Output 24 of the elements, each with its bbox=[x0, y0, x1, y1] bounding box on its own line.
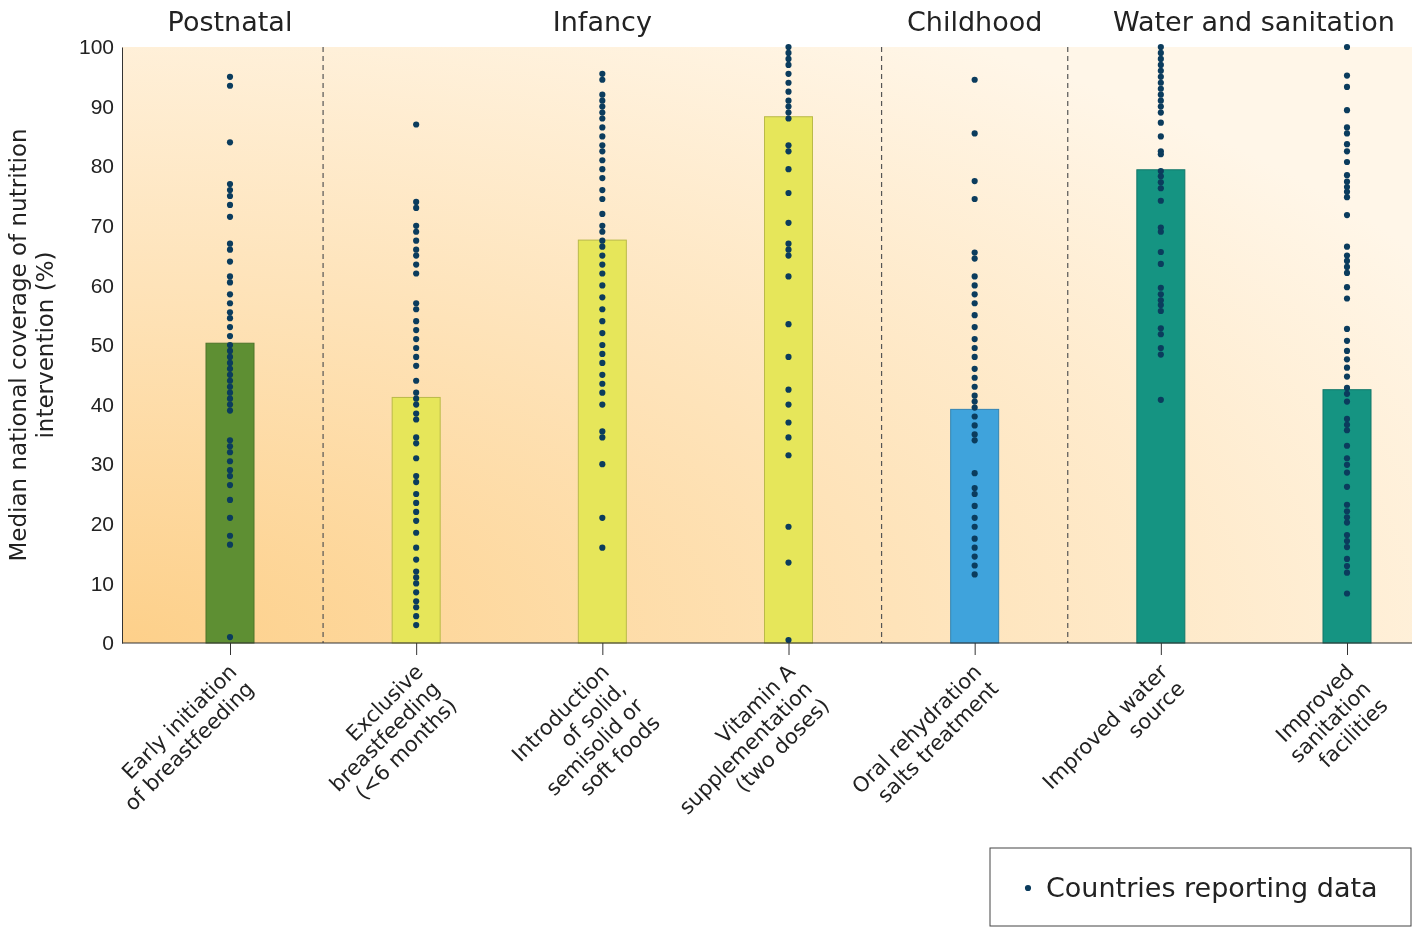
y-tick-label: 10 bbox=[90, 571, 114, 595]
y-tick-label: 30 bbox=[90, 452, 114, 476]
y-tick-label: 80 bbox=[90, 154, 114, 178]
text: Postnatal bbox=[167, 6, 293, 37]
bar bbox=[577, 239, 627, 644]
y-tick-label: 60 bbox=[90, 273, 114, 297]
y-tick-label: 20 bbox=[90, 512, 114, 536]
text: Water and sanitation bbox=[1112, 6, 1395, 37]
text: Infancy bbox=[552, 6, 652, 37]
y-tick-label: 50 bbox=[90, 333, 114, 357]
bar bbox=[391, 396, 441, 644]
legend-label: Countries reporting data bbox=[1046, 872, 1378, 903]
bar bbox=[764, 116, 813, 644]
text: Childhood bbox=[906, 6, 1043, 37]
y-tick-label: 40 bbox=[90, 392, 114, 416]
y-tick-label: 70 bbox=[90, 214, 114, 238]
bar bbox=[205, 342, 255, 644]
bar bbox=[1136, 169, 1186, 644]
y-axis-title: Median national coverage of nutrition intervention (%) bbox=[5, 128, 58, 562]
y-tick-label: 90 bbox=[90, 94, 114, 118]
bar bbox=[950, 408, 1000, 644]
bar bbox=[1322, 389, 1372, 644]
y-tick-label: 0 bbox=[102, 631, 114, 655]
y-tick-label: 100 bbox=[78, 35, 114, 59]
